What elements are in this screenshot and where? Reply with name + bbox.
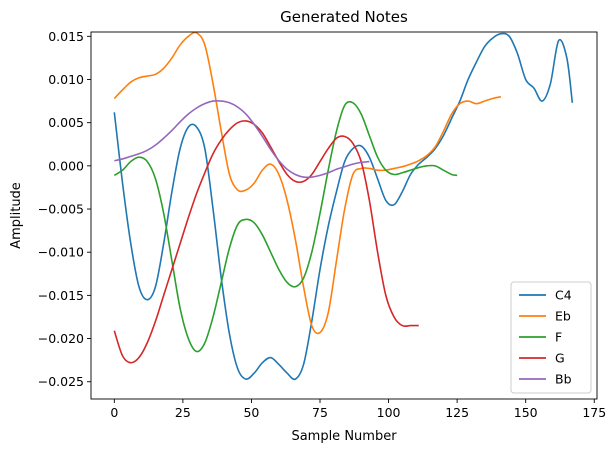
x-tick-label: 75: [312, 405, 328, 420]
legend-label-bb: Bb: [555, 372, 572, 387]
y-tick-label: 0.010: [48, 72, 84, 87]
series-line-f: [113, 100, 458, 353]
legend-label-f: F: [555, 330, 562, 345]
y-tick-label: −0.020: [38, 331, 84, 346]
legend-label-g: G: [555, 351, 565, 366]
x-axis-label: Sample Number: [291, 429, 397, 444]
x-tick-label: 0: [110, 405, 118, 420]
y-axis-label: Amplitude: [9, 182, 24, 249]
x-tick-label: 50: [243, 405, 259, 420]
plot-frame: [90, 31, 598, 400]
y-tick-label: −0.005: [38, 202, 84, 217]
y-tick-label: −0.025: [38, 374, 84, 389]
series-line-c4: [113, 32, 574, 381]
x-tick-label: 175: [582, 405, 606, 420]
legend: C4 Eb FG Bb: [510, 281, 592, 394]
legend-box: [510, 281, 592, 394]
y-tick-label: 0.015: [48, 29, 84, 44]
x-tick-label: 25: [175, 405, 191, 420]
y-tick-label: 0.005: [48, 115, 84, 130]
series-line-g: [113, 120, 419, 364]
legend-label-eb: Eb: [555, 309, 571, 324]
series-line-bb: [114, 100, 370, 179]
legend-label-c4: C4: [555, 288, 572, 303]
x-tick-label: 150: [514, 405, 538, 420]
x-tick-label: 100: [377, 405, 401, 420]
series-layer: [113, 31, 574, 381]
chart-title: Generated Notes: [280, 8, 408, 26]
x-tick-label: 125: [445, 405, 469, 420]
y-tick-label: −0.015: [38, 288, 84, 303]
axes-layer: 0 25 50 75 100 125 150 175 −0.025 −0.020 −0.015 −0.…: [38, 29, 606, 420]
y-tick-label: 0.000: [48, 158, 84, 173]
series-line-eb: [113, 31, 502, 335]
y-tick-label: −0.010: [38, 245, 84, 260]
